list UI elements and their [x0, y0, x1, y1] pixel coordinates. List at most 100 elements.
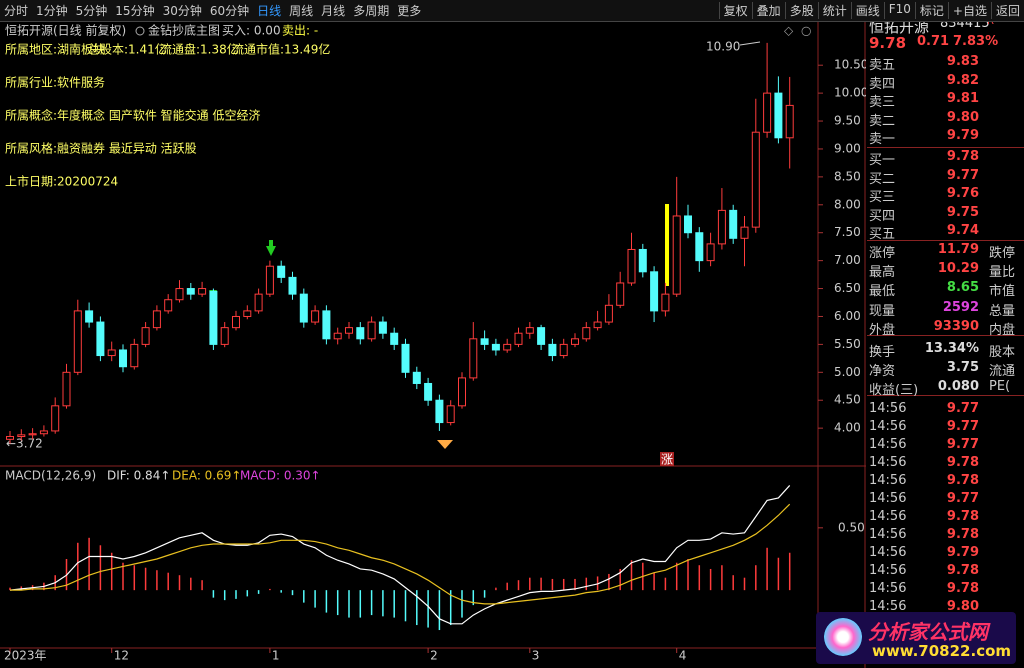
- info-text: 流通市值:13.49亿: [232, 42, 330, 57]
- sell: 卖出: -: [282, 24, 318, 38]
- buttons: 复权 叠加 多股 统计 画线 F10 标记 +自选 返回: [718, 2, 1024, 19]
- signal-arrow: [266, 240, 276, 256]
- candle-body: [322, 310, 331, 340]
- stat-value: 10.29: [937, 261, 979, 277]
- candle-body: [627, 248, 636, 284]
- candle-body: [356, 327, 365, 340]
- candle-body: [785, 104, 794, 139]
- watermark-name: 分析家公式网: [868, 620, 988, 644]
- button[interactable]: +自选: [947, 2, 991, 19]
- tab[interactable]: 15分钟: [115, 4, 155, 18]
- candle-body: [390, 332, 399, 345]
- button[interactable]: 标记: [914, 2, 948, 19]
- tab[interactable]: 日线: [257, 4, 282, 18]
- candle-body: [378, 321, 387, 334]
- x-tick-label: 4: [679, 649, 687, 663]
- y-tick-label: 6.00: [834, 309, 861, 323]
- tick-price: 9.78: [946, 509, 979, 524]
- candle-body: [119, 349, 127, 368]
- order-row: 买一 9.78: [867, 149, 1024, 168]
- candle-body: [491, 343, 500, 351]
- candle-body: [469, 338, 478, 379]
- candle-body: [458, 377, 466, 407]
- stat-extra: 流通: [989, 364, 1016, 380]
- info-text: 上市日期:20200724: [5, 174, 118, 189]
- tab[interactable]: 30分钟: [162, 4, 202, 18]
- order-label: 卖一: [869, 132, 896, 148]
- candle-body: [751, 131, 760, 228]
- tick-row: 14:56 9.77: [867, 419, 1024, 437]
- y-tick-label: 9.00: [834, 141, 861, 155]
- stat-label: 换手: [869, 345, 896, 360]
- button[interactable]: F10: [883, 2, 915, 19]
- order-price: 9.81: [946, 91, 979, 107]
- candle-body: [39, 430, 48, 435]
- y-tick-label: 8.00: [834, 197, 861, 211]
- watermark: 分析家公式网 www.70822.com: [816, 612, 1016, 664]
- button[interactable]: 复权: [718, 2, 752, 19]
- stat-label: 最低: [869, 284, 896, 300]
- candle-body: [6, 436, 14, 440]
- separator: [867, 240, 1024, 241]
- candle-body: [265, 265, 274, 295]
- candle-body: [311, 310, 320, 323]
- button[interactable]: 统计: [817, 2, 851, 19]
- quote-header: 恒拓开源 834415 R: [867, 22, 1024, 40]
- chart: 恒拓开源(日线 前复权) 金钻抄底主图 买入: 0.00 卖出: - ◇ ○ M…: [0, 22, 866, 668]
- logo: [824, 618, 862, 656]
- stat-extra: 跌停: [989, 246, 1016, 261]
- candle-body: [17, 434, 26, 438]
- candle-body: [729, 209, 738, 239]
- stat-row: 涨停 11.79 跌停: [867, 242, 1024, 261]
- tab[interactable]: 月线: [321, 4, 346, 18]
- tab[interactable]: 60分钟: [209, 4, 250, 18]
- tab[interactable]: 多周期: [353, 4, 390, 18]
- tab[interactable]: 5分钟: [75, 4, 108, 18]
- price: 9.78: [869, 34, 907, 52]
- button[interactable]: 返回: [990, 2, 1024, 19]
- macd-title: MACD(12,26,9): [5, 469, 96, 483]
- rise-mark: 涨: [661, 452, 673, 467]
- stat-row: 收益(三) 0.080 PE(: [867, 379, 1024, 399]
- candle-body: [525, 327, 534, 334]
- candle-body: [243, 310, 252, 317]
- stat-label: 收益(三): [869, 383, 919, 399]
- tab[interactable]: 周线: [289, 4, 314, 18]
- rise-badge: [660, 452, 674, 466]
- macd-label: MACD: 0.30↑: [240, 469, 321, 483]
- candle-body: [571, 338, 579, 345]
- bottom-marker: [437, 440, 453, 449]
- stat-label: 最高: [869, 265, 896, 281]
- order-price: 9.80: [946, 109, 979, 125]
- x-tick-label: 2: [430, 649, 438, 663]
- button[interactable]: 叠加: [751, 2, 785, 19]
- button[interactable]: 画线: [850, 2, 884, 19]
- candle-body: [254, 293, 263, 312]
- tab[interactable]: 1分钟: [36, 4, 68, 18]
- tick-row: 14:56 9.77: [867, 491, 1024, 509]
- y-tick-label: 5.00: [834, 365, 861, 379]
- stat-label: 净资: [869, 364, 896, 380]
- order-price: 9.82: [946, 72, 979, 88]
- candle-body: [774, 92, 783, 139]
- buy: 买入: 0.00: [222, 24, 281, 38]
- button[interactable]: 多股: [784, 2, 818, 19]
- candle-body: [503, 343, 512, 351]
- stat-value: 11.79: [937, 242, 979, 257]
- order-row: 买四 9.75: [867, 205, 1024, 224]
- dif-line: [9, 485, 791, 625]
- order-price: 9.83: [946, 54, 979, 69]
- high-label: 10.90: [706, 40, 740, 54]
- order-price: 9.78: [946, 149, 979, 164]
- tick-price: 9.78: [946, 455, 979, 470]
- tick-time: 14:56: [869, 509, 907, 524]
- tick-price: 9.78: [946, 527, 979, 542]
- tick-row: 14:56 9.78: [867, 581, 1024, 599]
- tab[interactable]: 分时: [4, 4, 29, 18]
- tick-row: 14:56 9.78: [867, 509, 1024, 527]
- tab[interactable]: 更多: [397, 4, 422, 18]
- order-label: 买五: [869, 227, 896, 243]
- candle-body: [175, 288, 184, 301]
- x-tick-label: 1: [272, 649, 280, 663]
